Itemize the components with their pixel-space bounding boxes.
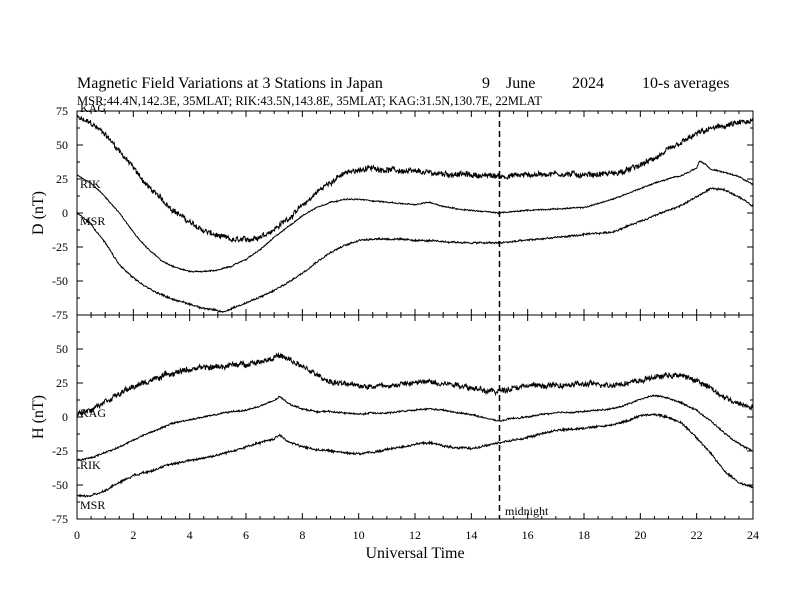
d-y-axis-label: D (nT) xyxy=(30,191,47,235)
d-y-tick-label: 0 xyxy=(62,206,68,220)
h-series-label-msr: MSR xyxy=(80,498,105,512)
d-y-tick-label: 25 xyxy=(56,172,68,186)
d-panel: 75 50 25 0 -25 -50 -75 D (nT) KAG RIK MSR xyxy=(30,101,754,322)
x-tick-label: 24 xyxy=(747,528,759,542)
d-y-tick-label: -25 xyxy=(52,240,68,254)
d-series-kag xyxy=(76,115,754,243)
midnight-label: midnight xyxy=(505,504,549,518)
h-y-tick-label: 0 xyxy=(62,410,68,424)
x-tick-label: 20 xyxy=(634,528,646,542)
h-panel-frame xyxy=(76,314,754,520)
x-tick-label: 16 xyxy=(522,528,534,542)
h-series-label-rik: RIK xyxy=(80,458,101,472)
x-tick-label: 4 xyxy=(187,528,193,542)
d-series-rik xyxy=(76,160,754,273)
h-y-tick-label: 25 xyxy=(56,376,68,390)
x-tick-label: 22 xyxy=(691,528,703,542)
chart-title: Magnetic Field Variations at 3 Stations … xyxy=(77,75,383,92)
d-series-label-rik: RIK xyxy=(80,177,101,191)
h-y-axis-label: H (nT) xyxy=(30,395,47,439)
h-y-tick-label: -75 xyxy=(52,512,68,526)
x-tick-label: 12 xyxy=(409,528,421,542)
h-series-label-kag: KAG xyxy=(80,406,106,420)
x-tick-label: 0 xyxy=(74,528,80,542)
d-series-msr xyxy=(76,186,754,314)
h-y-tick-label: -25 xyxy=(52,444,68,458)
h-y-tick-label: 50 xyxy=(56,342,68,356)
d-series-label-msr: MSR xyxy=(80,214,105,228)
h-series-msr xyxy=(76,412,754,498)
chart-subtitle: MSR:44.4N,142.3E, 35MLAT; RIK:43.5N,143.… xyxy=(77,94,542,108)
d-y-tick-label: -75 xyxy=(52,308,68,322)
chart-year: 2024 xyxy=(572,75,604,92)
h-series-rik xyxy=(77,394,754,462)
chart-month: June xyxy=(506,75,535,92)
d-y-tick-label: 75 xyxy=(56,104,68,118)
x-tick-label: 10 xyxy=(353,528,365,542)
d-y-tick-label: 50 xyxy=(56,138,68,152)
x-tick-label: 14 xyxy=(465,528,477,542)
h-y-tick-label: -50 xyxy=(52,478,68,492)
x-tick-label: 2 xyxy=(130,528,136,542)
x-axis-label: Universal Time xyxy=(365,545,464,562)
d-series-label-kag: KAG xyxy=(80,101,106,115)
x-tick-label: 6 xyxy=(243,528,249,542)
d-y-tick-label: -50 xyxy=(52,274,68,288)
chart-day: 9 xyxy=(482,75,490,92)
x-tick-label: 8 xyxy=(299,528,305,542)
h-series-kag xyxy=(76,351,754,417)
chart-averages: 10-s averages xyxy=(642,75,730,92)
x-tick-label: 18 xyxy=(578,528,590,542)
